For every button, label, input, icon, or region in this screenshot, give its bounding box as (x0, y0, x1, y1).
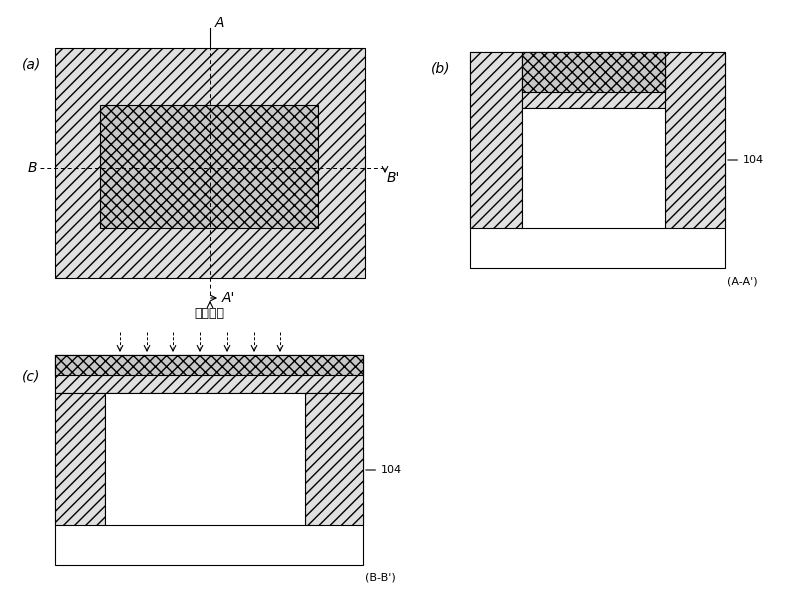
Bar (55, 355, 363, 375)
Text: 104: 104 (728, 155, 764, 165)
Bar (55, 48, 365, 278)
Bar (100, 105, 318, 228)
Bar (105, 393, 305, 525)
Text: (a): (a) (22, 58, 42, 72)
Text: B': B' (387, 171, 400, 185)
Text: A': A' (222, 291, 235, 305)
Text: (b): (b) (430, 62, 450, 76)
Bar (522, 52, 665, 92)
Text: (c): (c) (22, 370, 40, 384)
Bar (55, 355, 363, 565)
Text: (A-A'): (A-A') (727, 276, 758, 286)
Text: (B-B'): (B-B') (365, 573, 396, 583)
Bar (55, 393, 105, 525)
Bar (55, 355, 363, 393)
Text: 104: 104 (366, 465, 402, 475)
Bar (522, 108, 665, 228)
Text: A: A (215, 16, 225, 30)
Bar (522, 52, 665, 108)
Bar (470, 52, 725, 268)
Text: 離子注入: 離子注入 (194, 307, 224, 320)
Bar (665, 52, 725, 228)
Bar (470, 52, 522, 228)
Text: B: B (27, 161, 37, 175)
Bar (305, 393, 363, 525)
